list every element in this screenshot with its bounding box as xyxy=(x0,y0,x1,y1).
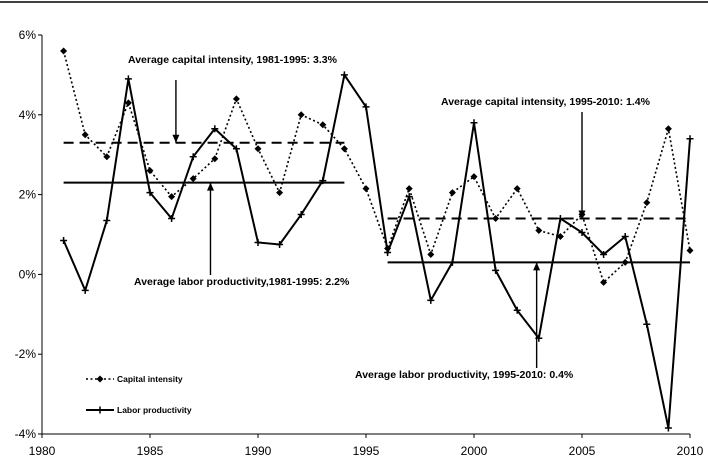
x-tick-label: 2010 xyxy=(677,444,704,458)
capital-intensity-point xyxy=(621,258,629,266)
capital-intensity-point xyxy=(276,189,284,197)
x-tick-label: 1985 xyxy=(137,444,164,458)
labor-productivity-point xyxy=(60,236,68,244)
x-tick-label: 1995 xyxy=(353,444,380,458)
labor-productivity-point xyxy=(297,211,305,219)
legend-capital-intensity-marker xyxy=(96,375,104,383)
capital-intensity-point xyxy=(664,125,672,133)
annotations: Average capital intensity, 1981-1995: 3.… xyxy=(128,54,651,381)
labor-productivity-point xyxy=(340,71,348,79)
annotation-arrowhead xyxy=(206,182,214,191)
labor-productivity-point xyxy=(643,320,651,328)
labor-productivity-point xyxy=(276,240,284,248)
annotation-label: Average labor productivity,1981-1995: 2.… xyxy=(134,276,350,288)
capital-intensity-point xyxy=(319,121,327,129)
y-tick-label: -2% xyxy=(15,347,37,361)
legend-capital-intensity-label: Capital intensity xyxy=(117,374,183,384)
labor-productivity-point xyxy=(556,215,564,223)
labor-productivity-point xyxy=(81,286,89,294)
labor-productivity-point xyxy=(254,238,262,246)
labor-productivity-point xyxy=(492,266,500,274)
annotation-arrowhead xyxy=(578,210,586,219)
labor-productivity-point xyxy=(232,145,240,153)
capital-intensity-point xyxy=(124,99,132,107)
x-tick-label: 1990 xyxy=(245,444,272,458)
y-tick-label: 0% xyxy=(19,267,37,281)
labor-productivity-point xyxy=(686,135,694,143)
labor-productivity-line xyxy=(62,72,691,429)
axes: 6% 4% 2% 0% -2% -4% 1980 1985 1990 1995 2000 2005 20… xyxy=(15,28,704,458)
capital-intensity-point xyxy=(103,153,111,161)
capital-intensity-point xyxy=(60,47,68,55)
labor-productivity-point xyxy=(405,193,413,201)
capital-intensity-point xyxy=(448,189,456,197)
labor-productivity-point xyxy=(621,232,629,240)
y-tick-label: 2% xyxy=(19,188,37,202)
capital-intensity-point xyxy=(297,111,305,119)
labor-productivity-point xyxy=(448,258,456,266)
x-tick-label: 2000 xyxy=(461,444,488,458)
capital-intensity-point xyxy=(535,227,543,235)
labor-productivity-point xyxy=(319,177,327,185)
labor-productivity-point xyxy=(146,189,154,197)
labor-productivity-point xyxy=(384,248,392,256)
capital-intensity-point xyxy=(189,175,197,183)
capital-intensity-point xyxy=(211,155,219,163)
y-tick-label: 6% xyxy=(19,28,37,42)
legend-labor-productivity-label: Labor productivity xyxy=(117,405,192,415)
capital-intensity-point xyxy=(254,145,262,153)
capital-intensity-point xyxy=(146,167,154,175)
annotation-arrowhead xyxy=(533,262,541,271)
annotation-arrowhead xyxy=(172,134,180,143)
capital-intensity-line xyxy=(62,50,691,284)
x-tick-label: 1980 xyxy=(29,444,56,458)
labor-productivity-point xyxy=(600,250,608,258)
labor-productivity-point xyxy=(211,125,219,133)
capital-intensity-point xyxy=(340,145,348,153)
capital-intensity-point xyxy=(556,232,564,240)
capital-intensity-point xyxy=(492,215,500,223)
labor-productivity-point xyxy=(103,217,111,225)
labor-productivity-point xyxy=(578,229,586,237)
reference-lines xyxy=(63,141,690,264)
labor-productivity-point xyxy=(362,103,370,111)
capital-intensity-point xyxy=(686,246,694,254)
series-layer xyxy=(60,47,694,432)
y-tick-label: -4% xyxy=(15,427,37,441)
labor-productivity-point xyxy=(513,306,521,314)
labor-productivity-point xyxy=(427,296,435,304)
capital-intensity-point xyxy=(643,199,651,207)
capital-intensity-point xyxy=(513,185,521,193)
legend-labor-productivity-marker xyxy=(96,406,104,414)
annotation-label: Average capital intensity, 1981-1995: 3.… xyxy=(128,54,338,66)
annotation-label: Average capital intensity, 1995-2010: 1.… xyxy=(441,96,651,108)
capital-intensity-point xyxy=(232,95,240,103)
legend: Capital intensity Labor productivity xyxy=(86,374,192,415)
capital-intensity-point xyxy=(81,131,89,139)
capital-intensity-point xyxy=(405,185,413,193)
x-tick-label: 2005 xyxy=(569,444,596,458)
annotation-label: Average labor productivity, 1995-2010: 0… xyxy=(355,369,574,381)
labor-productivity-point xyxy=(470,119,478,127)
labor-productivity-point xyxy=(189,153,197,161)
capital-intensity-point xyxy=(600,278,608,286)
labor-productivity-point xyxy=(664,424,672,432)
capital-intensity-point xyxy=(470,173,478,181)
labor-productivity-point xyxy=(168,215,176,223)
y-tick-label: 4% xyxy=(19,108,37,122)
labor-productivity-point xyxy=(124,75,132,83)
capital-intensity-point xyxy=(362,185,370,193)
capital-intensity-point xyxy=(427,250,435,258)
capital-intensity-point xyxy=(168,193,176,201)
